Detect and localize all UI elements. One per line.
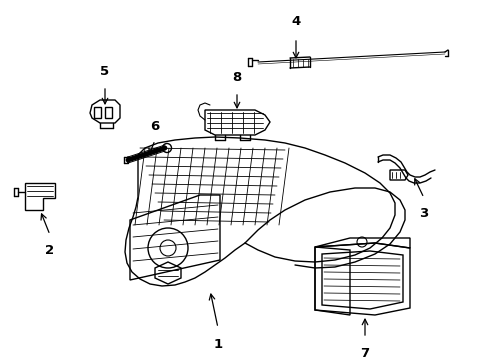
Text: 2: 2 — [45, 244, 55, 257]
Text: 7: 7 — [360, 347, 369, 360]
Text: 1: 1 — [213, 338, 222, 351]
Text: 6: 6 — [150, 120, 159, 133]
Text: 4: 4 — [291, 15, 300, 28]
Text: 8: 8 — [232, 71, 241, 84]
Text: 3: 3 — [419, 207, 428, 220]
Text: 5: 5 — [100, 65, 109, 78]
